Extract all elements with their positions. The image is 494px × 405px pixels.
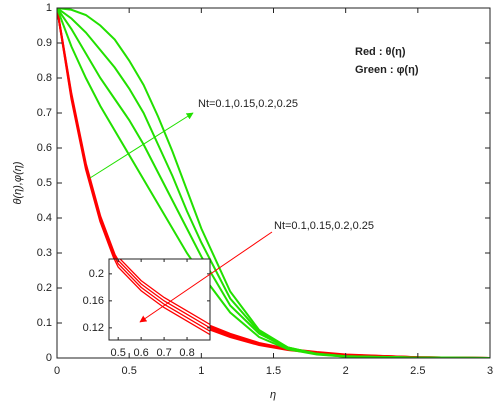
y-tick-label: 0.1 [37,317,52,329]
data-line [57,8,490,358]
x-tick-label: 0.5 [111,347,126,359]
x-tick-label: 2.5 [410,365,425,377]
axes-box [56,7,491,359]
y-tick-label: 0.2 [37,282,52,294]
y-axis-label: θ(η),φ(η) [12,161,24,204]
y-tick-label: 0.2 [89,268,104,280]
y-tick-label: 0.12 [83,322,104,334]
y-tick-label: 1 [46,2,52,14]
y-tick-label: 0.5 [37,177,52,189]
x-tick-label: 0.5 [122,365,137,377]
y-tick-label: 0.3 [37,247,52,259]
main-plot: 0 0.5 1 1.5 2 2.5 300.10.20.30.40.50.60.70.80.… [37,2,493,377]
legend-text: Red : θ(η) [355,46,406,58]
x-tick-label: 0 [54,365,60,377]
y-tick-label: 0.8 [37,72,52,84]
y-tick-label: 0.4 [37,212,52,224]
axes-box [108,258,211,341]
legend-text: Green : φ(η) [355,64,419,76]
plot-background [109,259,210,340]
inset-plot: 0.5 0.6 0.7 0.8 0.12 0.16 0.2 [83,258,211,359]
x-tick-label: 0.8 [179,347,194,359]
x-axis-label: η [270,389,276,401]
x-tick-label: 1 [198,365,204,377]
x-tick-label: 3 [487,365,493,377]
annotation: Nt=0.1,0.15,0.2,0.25 [274,220,374,232]
arrow [139,231,273,323]
x-tick-label: 0.6 [133,347,148,359]
y-tick-label: 0.7 [37,107,52,119]
arrow [89,112,194,179]
x-tick-label: 0.7 [156,347,171,359]
annotation: Nt=0.1,0.15,0.2,0.25 [198,98,298,110]
x-tick-label: 2 [343,365,349,377]
x-tick-label: 1.5 [266,365,281,377]
data-line [115,259,210,332]
y-tick-label: 0.6 [37,142,52,154]
data-line [116,259,210,329]
y-tick-label: 0.16 [83,295,104,307]
y-tick-label: 0 [46,352,52,364]
y-tick-label: 0.9 [37,37,52,49]
data-line [119,259,210,326]
